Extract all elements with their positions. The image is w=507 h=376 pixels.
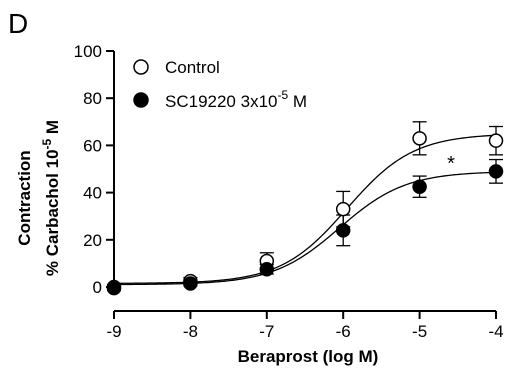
y-tick-label: 80	[83, 89, 102, 108]
x-tick-label: -7	[259, 322, 274, 341]
significance-asterisk: *	[447, 153, 455, 175]
panel-label: D	[8, 8, 28, 39]
x-axis-label: Beraprost (log M)	[238, 347, 379, 366]
data-point-series-1	[412, 179, 427, 194]
data-point-series-1	[183, 276, 198, 291]
x-tick-label: -6	[336, 322, 351, 341]
legend-sc19220-exponent: -5	[277, 88, 288, 102]
y-tick-label: 100	[74, 42, 102, 61]
data-point-series-1	[335, 223, 351, 238]
y-ticks: 0 20 40 60 80 100	[74, 42, 114, 297]
y-tick-label: 20	[83, 231, 102, 250]
legend-marker-control	[133, 59, 149, 75]
data-point-series-0	[335, 201, 351, 217]
y-axis-label: Contraction % Carbachol 10-5 M	[15, 120, 62, 276]
legend-label-control: Control	[165, 58, 220, 77]
data-point-series-1	[488, 164, 504, 179]
y-axis-label-exponent: -5	[40, 138, 54, 149]
x-tick-label: -4	[488, 322, 503, 341]
data-point-series-0	[488, 133, 504, 148]
x-tick-label: -5	[412, 322, 427, 341]
fit-curves	[113, 134, 497, 286]
fit-curve-series-1	[114, 171, 497, 286]
y-axis-label-line1: Contraction	[15, 150, 34, 245]
legend: Control SC19220 3x10-5 M	[133, 58, 307, 111]
y-tick-label: 40	[83, 184, 102, 203]
y-axis-label-prefix: % Carbachol 10	[43, 149, 62, 276]
x-tick-label: -8	[183, 322, 198, 341]
y-axis-label-suffix: M	[43, 120, 62, 139]
data-point-series-1	[106, 280, 122, 296]
data-point-series-0	[412, 131, 427, 146]
data-points	[106, 131, 504, 296]
fit-curve-series-0	[113, 134, 497, 284]
legend-label-sc19220: SC19220 3x10-5 M	[165, 88, 307, 111]
legend-sc19220-prefix: SC19220 3x10	[165, 92, 277, 111]
x-tick-label: -9	[106, 322, 121, 341]
legend-sc19220-suffix: M	[288, 92, 307, 111]
error-bars	[107, 121, 503, 292]
data-point-series-1	[259, 262, 275, 277]
y-tick-label: 60	[83, 136, 102, 155]
y-tick-label: 0	[93, 278, 102, 297]
legend-marker-sc19220	[133, 92, 149, 108]
y-axis-label-line2: % Carbachol 10-5 M	[40, 120, 62, 276]
x-ticks: -9 -8 -7 -6 -5 -4	[106, 311, 504, 341]
